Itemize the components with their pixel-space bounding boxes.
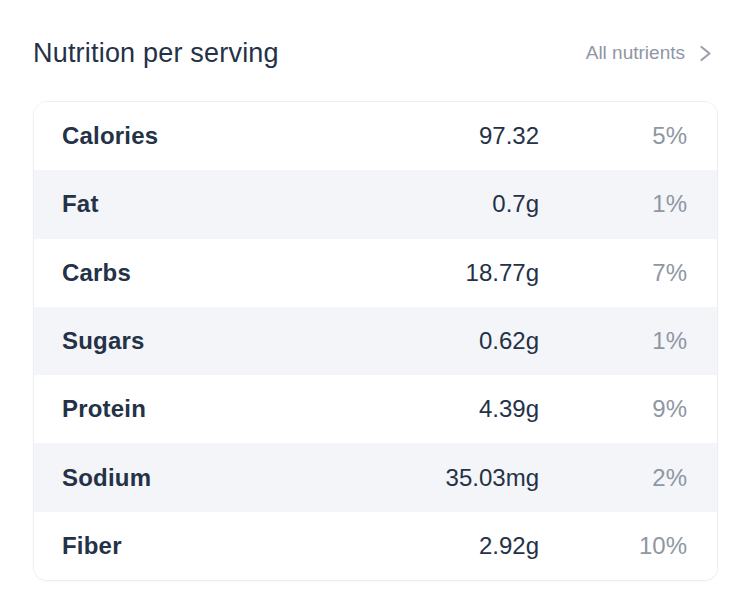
chevron-right-icon <box>699 45 712 62</box>
nutrient-daily-pct: 9% <box>539 395 687 423</box>
all-nutrients-label: All nutrients <box>586 42 685 64</box>
nutrient-daily-pct: 5% <box>539 122 687 150</box>
nutrient-value: 35.03mg <box>446 464 539 492</box>
table-row: Sugars 0.62g 1% <box>34 307 717 375</box>
table-row: Calories 97.32 5% <box>34 102 717 170</box>
table-row: Protein 4.39g 9% <box>34 375 717 443</box>
nutrient-value: 97.32 <box>479 122 539 150</box>
nutrient-daily-pct: 2% <box>539 464 687 492</box>
nutrient-label: Sodium <box>62 464 446 492</box>
table-row: Carbs 18.77g 7% <box>34 239 717 307</box>
nutrient-value: 18.77g <box>466 259 539 287</box>
nutrient-daily-pct: 7% <box>539 259 687 287</box>
page-title: Nutrition per serving <box>33 38 279 69</box>
nutrition-card: Calories 97.32 5% Fat 0.7g 1% Carbs 18.7… <box>33 101 718 581</box>
table-row: Fat 0.7g 1% <box>34 170 717 238</box>
nutrition-header: Nutrition per serving All nutrients <box>33 36 717 70</box>
nutrient-daily-pct: 10% <box>539 532 687 560</box>
all-nutrients-link[interactable]: All nutrients <box>586 42 712 64</box>
nutrient-label: Carbs <box>62 259 466 287</box>
nutrient-label: Sugars <box>62 327 479 355</box>
nutrient-daily-pct: 1% <box>539 190 687 218</box>
nutrient-value: 2.92g <box>479 532 539 560</box>
nutrient-label: Fiber <box>62 532 479 560</box>
table-row: Fiber 2.92g 10% <box>34 512 717 580</box>
nutrient-label: Calories <box>62 122 479 150</box>
nutrient-value: 4.39g <box>479 395 539 423</box>
nutrient-label: Protein <box>62 395 479 423</box>
nutrient-value: 0.7g <box>492 190 539 218</box>
nutrient-value: 0.62g <box>479 327 539 355</box>
nutrient-label: Fat <box>62 190 492 218</box>
table-row: Sodium 35.03mg 2% <box>34 443 717 511</box>
nutrient-daily-pct: 1% <box>539 327 687 355</box>
